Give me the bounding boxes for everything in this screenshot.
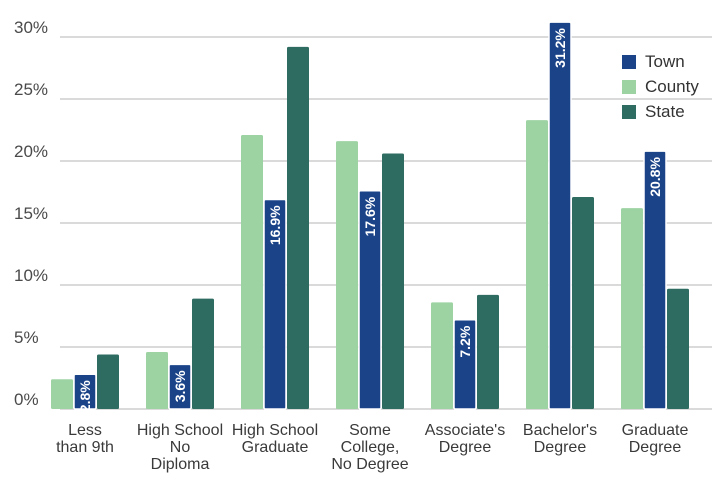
bar-county [431, 302, 453, 409]
data-label: 20.8% [647, 157, 663, 197]
bar-town [358, 190, 382, 410]
category-label: High School No Diploma [137, 422, 223, 473]
data-label: 3.6% [172, 370, 188, 402]
category-label: Some College, No Degree [331, 422, 408, 473]
legend-label-town: Town [645, 52, 685, 71]
legend-label-state: State [645, 102, 685, 121]
bar-state [287, 46, 309, 410]
bar-county [146, 351, 168, 409]
y-tick-label: 30% [14, 18, 48, 37]
y-tick-label: 25% [14, 80, 48, 99]
bar-state [477, 294, 499, 409]
bar-state [667, 288, 689, 409]
y-tick-label: 5% [14, 328, 39, 347]
category-labels: Less than 9th High School No Diploma High Sch… [56, 422, 688, 473]
y-axis-ticks: 0% 5% 10% 15% 20% 25% 30% [14, 18, 48, 409]
legend-swatch-town [622, 55, 636, 69]
legend: Town County State [622, 52, 699, 121]
bar-town [643, 150, 667, 410]
data-labels: 2.8% 3.6% 16.9% 17.6% 7.2% 31.2% 20.8% [77, 28, 663, 413]
data-label: 7.2% [457, 325, 473, 357]
data-label: 31.2% [552, 28, 568, 68]
bar-town [453, 318, 477, 410]
category-label: Graduate Degree [622, 422, 689, 456]
bar-county [336, 141, 358, 409]
bar-state [192, 298, 214, 409]
bar-county [241, 134, 263, 409]
bar-county [526, 120, 548, 409]
y-tick-label: 15% [14, 204, 48, 223]
category-label: Associate's Degree [425, 422, 505, 456]
bar-state [97, 354, 119, 409]
data-label: 16.9% [267, 205, 283, 245]
category-label: Less than 9th [56, 422, 114, 456]
bar-state [382, 153, 404, 409]
category-label: High School Graduate [232, 422, 318, 456]
bar-county [51, 379, 73, 409]
category-label: Bachelor's Degree [523, 422, 597, 456]
data-label: 2.8% [77, 380, 93, 412]
data-label: 17.6% [362, 196, 378, 236]
bar-town [168, 363, 192, 410]
bar-state [572, 196, 594, 409]
legend-label-county: County [645, 77, 699, 96]
bar-town [73, 373, 97, 410]
bar-county [621, 208, 643, 409]
bars [51, 21, 689, 410]
legend-swatch-state [622, 105, 636, 119]
bar-town [263, 198, 287, 410]
y-tick-label: 20% [14, 142, 48, 161]
y-tick-label: 0% [14, 390, 39, 409]
bar-town [548, 21, 572, 410]
legend-swatch-county [622, 80, 636, 94]
y-tick-label: 10% [14, 266, 48, 285]
